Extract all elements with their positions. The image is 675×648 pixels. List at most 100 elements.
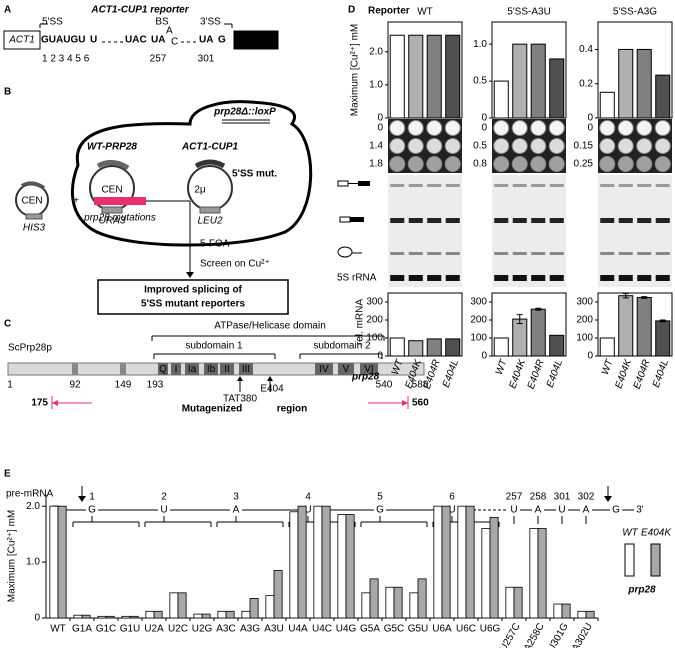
x-tick-label: U257C	[498, 621, 523, 648]
bar	[73, 614, 83, 619]
spot-plate	[388, 137, 462, 155]
yeast-spot	[617, 156, 634, 172]
yeast-spot	[426, 156, 443, 172]
marker-label: HIS3	[23, 223, 46, 234]
bar	[513, 586, 523, 619]
base-label: A	[535, 505, 542, 516]
species-icon	[339, 216, 351, 223]
result-box	[97, 279, 289, 315]
yeast-spot	[654, 138, 671, 154]
bar	[445, 338, 461, 357]
x-tick-label: U4G	[336, 624, 357, 635]
motif-box	[204, 363, 218, 375]
x-tick-label: U2A	[144, 624, 164, 635]
x-tick-label: WT	[390, 357, 406, 376]
sequence: UA	[199, 35, 213, 46]
bar	[618, 48, 634, 119]
yeast-spot	[407, 138, 424, 154]
residue-label: 540	[376, 380, 393, 391]
bar	[417, 578, 427, 619]
box	[199, 206, 221, 214]
y-tick-label: 2.0	[369, 46, 383, 57]
bar	[97, 615, 107, 619]
range-label: Mutagenized	[182, 404, 243, 415]
bar	[505, 586, 515, 619]
plus-sign: +	[73, 196, 79, 207]
y-tick-label: 200	[470, 315, 487, 326]
header-label: Reporter	[368, 6, 410, 17]
concentration-label: 1.4	[369, 141, 383, 152]
bar	[129, 615, 139, 619]
mutations-label: prp28 mutations	[83, 213, 156, 224]
y-tick-label: 300	[576, 297, 593, 308]
gel-band	[427, 218, 442, 223]
bar	[225, 610, 235, 619]
plasmid-label: WT-PRP28	[87, 142, 137, 153]
motif-box	[158, 363, 168, 375]
y-tick-label: 100	[576, 333, 593, 344]
motif-box	[315, 363, 333, 375]
header-label: pre-mRNA	[6, 489, 54, 500]
x-tick-label: E404R	[422, 358, 443, 390]
domain-label: subdomain 1	[185, 341, 243, 352]
x-tick-label: E404L	[651, 358, 671, 389]
bar	[445, 34, 461, 119]
gel-band	[390, 275, 405, 281]
site-label: TAT380	[223, 394, 258, 405]
y-tick-label: 0.2	[579, 78, 593, 89]
x-tick-label: WT	[600, 357, 616, 376]
y-tick-label: 0	[587, 113, 593, 124]
column-title: 5'SS-A3U	[507, 7, 551, 18]
plot-frame	[387, 292, 463, 357]
bar	[49, 505, 59, 619]
yeast-spot	[599, 138, 616, 154]
species-icon	[358, 181, 370, 186]
base-label: U	[304, 505, 311, 516]
bar	[393, 586, 403, 619]
x-tick-label: U6G	[480, 624, 501, 635]
gel-band	[531, 252, 546, 255]
bar	[265, 595, 275, 619]
bar	[145, 610, 155, 619]
yeast-spot	[389, 138, 406, 154]
motif-box	[185, 363, 199, 375]
rna-label: 5S rRNA	[337, 273, 377, 284]
position-label: 1	[89, 492, 95, 503]
bar	[493, 337, 509, 357]
spot-plate	[598, 119, 672, 137]
y-axis-label: rel. mRNA	[355, 299, 366, 345]
species-icon	[350, 217, 364, 222]
base-label: U	[160, 505, 167, 516]
gel-band	[390, 184, 405, 187]
column-title: 5'SS-A3G	[613, 7, 657, 18]
panel-label: E	[4, 469, 11, 480]
gel-band	[390, 252, 405, 255]
domain-label: ATPase/Helicase domain	[214, 321, 326, 332]
y-tick-label: 300	[366, 297, 383, 308]
spot-plate	[492, 119, 566, 137]
gel-band	[618, 184, 633, 187]
bar	[193, 613, 203, 619]
x-tick-label: U6A	[432, 624, 452, 635]
bar	[481, 528, 491, 619]
residue-label: 1	[7, 380, 13, 391]
bar	[369, 578, 379, 619]
yeast-spot	[599, 156, 616, 172]
column-title: WT	[417, 7, 433, 18]
yeast-spot	[511, 120, 528, 136]
concentration-label: 0.15	[574, 141, 594, 152]
bar	[409, 592, 419, 619]
species-icon	[337, 180, 349, 187]
position-label: 257	[150, 54, 167, 65]
gel-band	[600, 184, 615, 187]
box	[72, 363, 78, 375]
sequence: G	[218, 35, 226, 46]
gel-band	[531, 184, 546, 187]
y-tick-label: 0	[587, 351, 593, 362]
yeast-spot	[444, 138, 461, 154]
exon-label: ACT1	[8, 35, 35, 46]
bar	[426, 338, 442, 357]
bar	[153, 610, 163, 619]
residue-label: 149	[115, 380, 132, 391]
bar	[177, 592, 187, 619]
